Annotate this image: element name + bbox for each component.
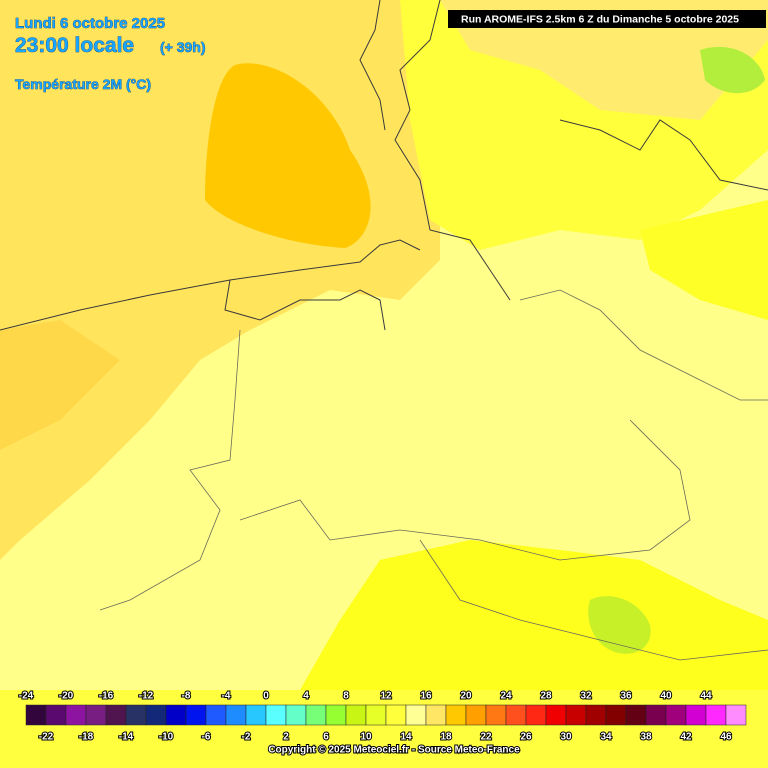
scale-swatch (665, 704, 687, 726)
warm-blob (205, 63, 371, 249)
scale-label: -20 (59, 691, 74, 702)
scale-label: -24 (19, 691, 34, 702)
scale-label: 6 (323, 732, 329, 743)
scale-swatch (625, 704, 647, 726)
scale-swatch (245, 704, 267, 726)
scale-label: -6 (202, 732, 211, 743)
scale-swatch (185, 704, 207, 726)
scale-label: -12 (139, 691, 154, 702)
scale-swatch (205, 704, 227, 726)
scale-swatch (725, 704, 747, 726)
scale-swatch (465, 704, 487, 726)
scale-swatch (105, 704, 127, 726)
scale-label: 18 (440, 732, 452, 743)
variable: Température 2M (°C) (15, 76, 151, 92)
warm-east (640, 200, 768, 320)
scale-label: 12 (380, 691, 392, 702)
scale-swatch (565, 704, 587, 726)
coastline (359, 0, 386, 131)
scale-label: 28 (540, 691, 552, 702)
cool-alps (588, 596, 651, 654)
scale-swatch (65, 704, 87, 726)
scale-swatch (25, 704, 47, 726)
scale-label: -14 (119, 732, 134, 743)
scale-label: 30 (560, 732, 572, 743)
scale-label: -2 (242, 732, 251, 743)
scale-label: -10 (159, 732, 174, 743)
scale-label: -22 (39, 732, 54, 743)
scale-swatch (125, 704, 147, 726)
scale-label: -4 (222, 691, 231, 702)
scale-swatch (485, 704, 507, 726)
scale-label: -16 (99, 691, 114, 702)
scale-swatch (165, 704, 187, 726)
scale-label: 8 (343, 691, 349, 702)
coastline (224, 279, 386, 331)
scale-swatch (365, 704, 387, 726)
scale-swatch (405, 704, 427, 726)
scale-label: 46 (720, 732, 732, 743)
border (239, 419, 691, 561)
cool-northeast (700, 46, 765, 94)
scale-label: 20 (460, 691, 472, 702)
scale-label: 32 (580, 691, 592, 702)
scale-swatch (425, 704, 447, 726)
scale-label: 38 (640, 732, 652, 743)
scale-swatch (285, 704, 307, 726)
scale-swatch (545, 704, 567, 726)
scale-swatch (585, 704, 607, 726)
scale-label: 14 (400, 732, 412, 743)
scale-swatch (605, 704, 627, 726)
scale-swatch (85, 704, 107, 726)
scale-label: 44 (700, 691, 712, 702)
scale-label: 4 (303, 691, 309, 702)
coastline (394, 0, 511, 301)
coastline (559, 119, 768, 191)
run-box (448, 10, 766, 28)
scale-swatch (225, 704, 247, 726)
scale-label: 36 (620, 691, 632, 702)
scale-swatch (445, 704, 467, 726)
scale-label: 22 (480, 732, 492, 743)
run-info: Run AROME-IFS 2.5km 6 Z du Dimanche 5 oc… (461, 13, 739, 25)
scale-swatch (145, 704, 167, 726)
scale-label: 24 (500, 691, 512, 702)
sea-warmer (0, 320, 120, 450)
scale-swatch (385, 704, 407, 726)
scale-swatch (685, 704, 707, 726)
scale-swatch (645, 704, 667, 726)
lead-time: (+ 39h) (160, 39, 206, 55)
scale-swatch (345, 704, 367, 726)
copyright: Copyright © 2025 Meteociel.fr - Source M… (268, 745, 520, 756)
coastline (0, 239, 421, 331)
scale-label: 34 (600, 732, 612, 743)
scale-swatch (305, 704, 327, 726)
scale-label: 42 (680, 732, 692, 743)
time: 23:00 locale (15, 34, 134, 57)
date: Lundi 6 octobre 2025 (15, 15, 165, 32)
color-scale: -24-22-20-18-16-14-12-10-8-6-4-202468101… (18, 690, 747, 744)
scale-label: 10 (360, 732, 372, 743)
scale-swatch (525, 704, 547, 726)
border (419, 539, 768, 661)
scale-label: -8 (182, 691, 191, 702)
scale-label: 0 (263, 691, 269, 702)
field-bottom (0, 690, 768, 768)
scale-swatch (505, 704, 527, 726)
scale-label: 2 (283, 732, 289, 743)
baltic-sea (440, 0, 768, 120)
scale-swatch (265, 704, 287, 726)
scale-swatch (325, 704, 347, 726)
scale-swatch (705, 704, 727, 726)
scale-label: 40 (660, 691, 672, 702)
border (519, 289, 768, 401)
scale-label: 26 (520, 732, 532, 743)
scale-swatch (45, 704, 67, 726)
scale-label: -18 (79, 732, 94, 743)
border (99, 329, 241, 611)
scale-label: 16 (420, 691, 432, 702)
